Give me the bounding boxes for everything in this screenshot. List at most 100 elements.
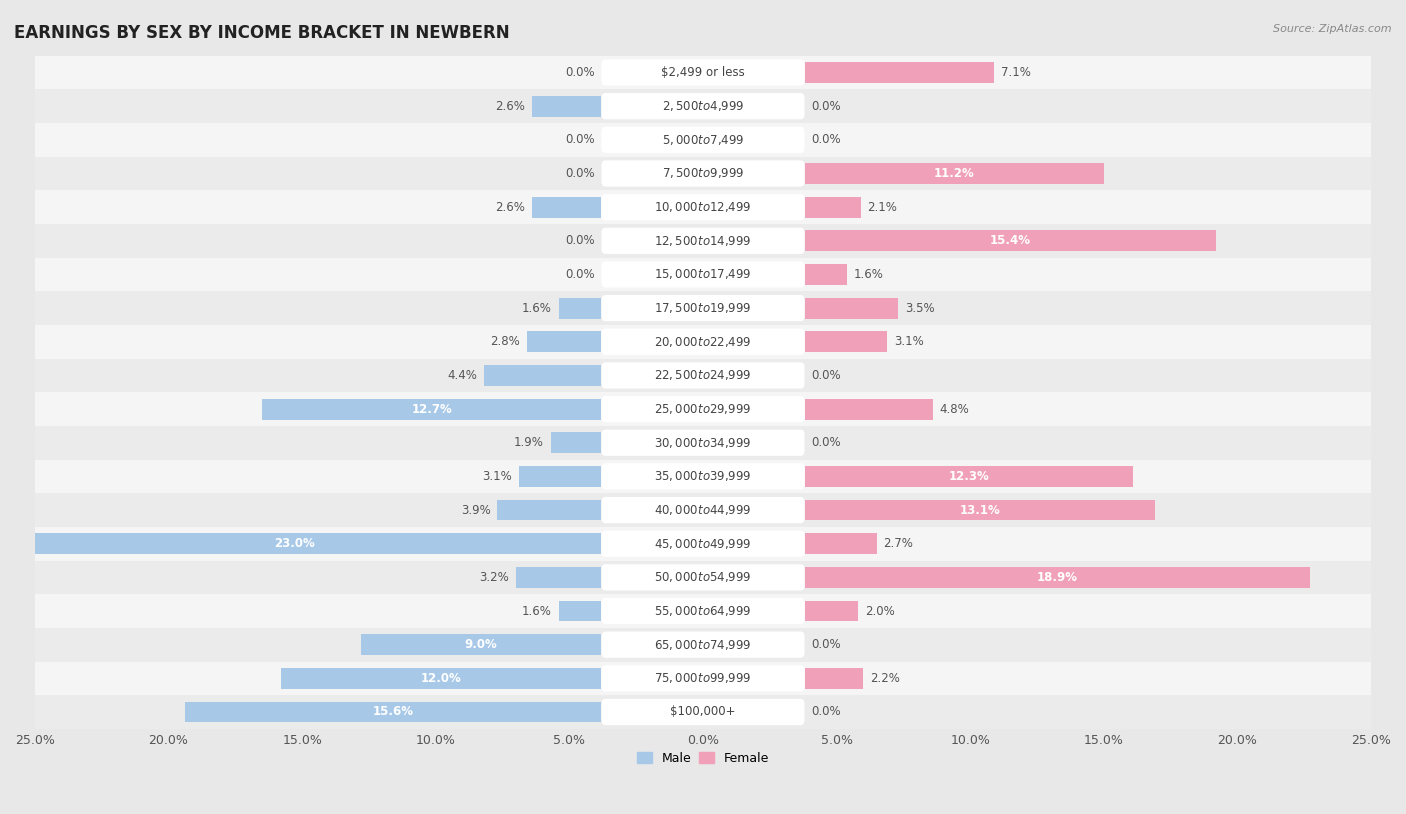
Text: $7,500 to $9,999: $7,500 to $9,999 <box>662 167 744 181</box>
Text: 15.6%: 15.6% <box>373 706 413 719</box>
FancyBboxPatch shape <box>602 632 804 658</box>
Text: $10,000 to $12,499: $10,000 to $12,499 <box>654 200 752 214</box>
Text: 18.9%: 18.9% <box>1036 571 1077 584</box>
Bar <box>262 399 602 419</box>
Text: $50,000 to $54,999: $50,000 to $54,999 <box>654 571 752 584</box>
Bar <box>804 399 932 419</box>
Text: 2.7%: 2.7% <box>883 537 914 550</box>
Bar <box>804 264 848 285</box>
Text: 0.0%: 0.0% <box>811 99 841 112</box>
Bar <box>498 500 602 520</box>
Text: 3.1%: 3.1% <box>894 335 924 348</box>
Text: 9.0%: 9.0% <box>465 638 498 651</box>
Bar <box>804 466 1133 487</box>
FancyBboxPatch shape <box>602 564 804 590</box>
Text: 2.0%: 2.0% <box>865 605 894 618</box>
Text: $45,000 to $49,999: $45,000 to $49,999 <box>654 536 752 551</box>
Bar <box>35 190 1371 224</box>
Text: $100,000+: $100,000+ <box>671 706 735 719</box>
Bar <box>35 156 1371 190</box>
Text: 0.0%: 0.0% <box>811 638 841 651</box>
Bar <box>35 291 1371 325</box>
Text: 3.9%: 3.9% <box>461 504 491 517</box>
Text: $75,000 to $99,999: $75,000 to $99,999 <box>654 672 752 685</box>
Text: 2.6%: 2.6% <box>495 200 526 213</box>
FancyBboxPatch shape <box>602 531 804 557</box>
Bar <box>35 426 1371 460</box>
Bar <box>804 298 898 318</box>
FancyBboxPatch shape <box>602 295 804 322</box>
Text: 0.0%: 0.0% <box>565 167 595 180</box>
FancyBboxPatch shape <box>602 93 804 120</box>
Bar <box>804 163 1104 184</box>
Text: 2.1%: 2.1% <box>868 200 897 213</box>
FancyBboxPatch shape <box>602 228 804 254</box>
FancyBboxPatch shape <box>602 665 804 691</box>
Text: 12.0%: 12.0% <box>420 672 461 685</box>
Bar <box>35 123 1371 156</box>
Bar <box>804 230 1216 252</box>
Text: 1.9%: 1.9% <box>515 436 544 449</box>
Text: $17,500 to $19,999: $17,500 to $19,999 <box>654 301 752 315</box>
Bar <box>804 668 863 689</box>
Bar <box>804 62 994 83</box>
Bar <box>35 325 1371 359</box>
Bar <box>484 365 602 386</box>
Bar <box>35 258 1371 291</box>
Bar <box>281 668 602 689</box>
Bar <box>558 298 602 318</box>
Bar <box>35 392 1371 426</box>
Text: 4.8%: 4.8% <box>939 403 969 416</box>
Bar <box>35 55 1371 90</box>
Text: $5,000 to $7,499: $5,000 to $7,499 <box>662 133 744 147</box>
Bar <box>804 500 1154 520</box>
Bar <box>35 628 1371 662</box>
Text: 11.2%: 11.2% <box>934 167 974 180</box>
Bar <box>527 331 602 352</box>
FancyBboxPatch shape <box>602 329 804 355</box>
Text: 13.1%: 13.1% <box>959 504 1000 517</box>
Bar <box>35 90 1371 123</box>
Text: $2,500 to $4,999: $2,500 to $4,999 <box>662 99 744 113</box>
Text: $30,000 to $34,999: $30,000 to $34,999 <box>654 435 752 450</box>
Text: EARNINGS BY SEX BY INCOME BRACKET IN NEWBERN: EARNINGS BY SEX BY INCOME BRACKET IN NEW… <box>14 24 510 42</box>
Text: 0.0%: 0.0% <box>811 706 841 719</box>
Text: $40,000 to $44,999: $40,000 to $44,999 <box>654 503 752 517</box>
Text: 0.0%: 0.0% <box>811 133 841 147</box>
Bar <box>361 634 602 655</box>
FancyBboxPatch shape <box>602 699 804 725</box>
Text: 15.4%: 15.4% <box>990 234 1031 247</box>
Text: 2.8%: 2.8% <box>491 335 520 348</box>
Text: $22,500 to $24,999: $22,500 to $24,999 <box>654 369 752 383</box>
Text: 2.6%: 2.6% <box>495 99 526 112</box>
Text: 12.7%: 12.7% <box>412 403 453 416</box>
Text: $65,000 to $74,999: $65,000 to $74,999 <box>654 637 752 652</box>
Text: 3.1%: 3.1% <box>482 470 512 483</box>
Bar <box>35 527 1371 561</box>
Bar <box>804 601 858 621</box>
Text: 7.1%: 7.1% <box>1001 66 1031 79</box>
FancyBboxPatch shape <box>602 497 804 523</box>
FancyBboxPatch shape <box>602 194 804 221</box>
Bar <box>551 432 602 453</box>
FancyBboxPatch shape <box>602 160 804 186</box>
Bar <box>184 702 602 722</box>
Bar <box>35 493 1371 527</box>
FancyBboxPatch shape <box>602 362 804 388</box>
Bar <box>558 601 602 621</box>
Bar <box>35 359 1371 392</box>
Text: 0.0%: 0.0% <box>565 133 595 147</box>
FancyBboxPatch shape <box>602 127 804 153</box>
Text: $25,000 to $29,999: $25,000 to $29,999 <box>654 402 752 416</box>
FancyBboxPatch shape <box>602 463 804 489</box>
FancyBboxPatch shape <box>602 598 804 624</box>
Text: Source: ZipAtlas.com: Source: ZipAtlas.com <box>1274 24 1392 34</box>
FancyBboxPatch shape <box>602 59 804 85</box>
FancyBboxPatch shape <box>602 261 804 287</box>
Bar <box>519 466 602 487</box>
Legend: Male, Female: Male, Female <box>631 746 775 770</box>
Text: 0.0%: 0.0% <box>565 66 595 79</box>
Bar <box>35 594 1371 628</box>
Bar <box>35 695 1371 729</box>
Text: 23.0%: 23.0% <box>274 537 315 550</box>
